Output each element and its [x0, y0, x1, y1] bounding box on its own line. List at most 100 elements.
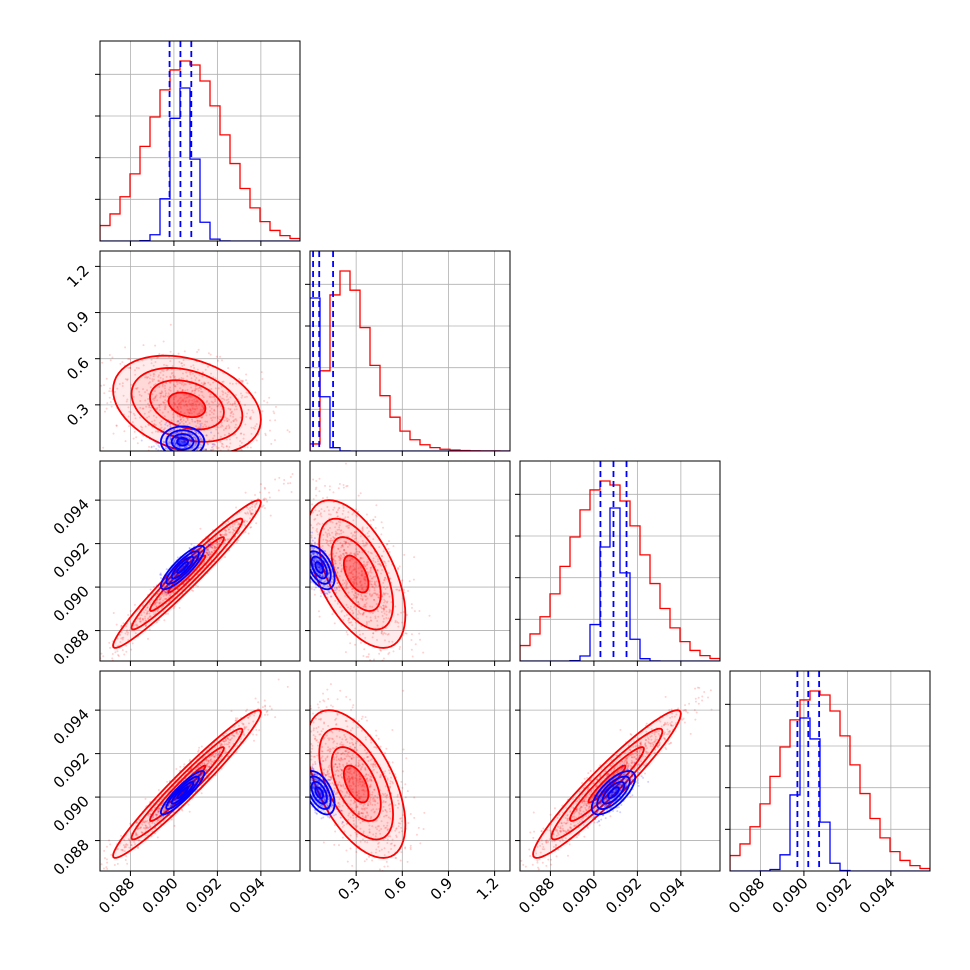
sample-point: [324, 484, 327, 487]
sample-point: [329, 513, 332, 516]
sample-point: [356, 553, 359, 556]
sample-point: [253, 739, 256, 742]
sample-point: [321, 522, 324, 525]
sample-point: [227, 520, 230, 523]
sample-point: [165, 369, 168, 372]
sample-point: [392, 545, 395, 548]
sample-point: [399, 646, 402, 649]
sample-point: [168, 594, 171, 597]
sample-point: [370, 552, 373, 555]
sample-point: [361, 586, 364, 589]
sample-point: [240, 380, 243, 383]
sample-point: [190, 448, 193, 451]
sample-point: [317, 563, 320, 566]
sample-point: [362, 544, 365, 547]
sample-point: [382, 617, 385, 620]
sample-point: [360, 587, 363, 590]
sample-point: [266, 401, 269, 404]
sample-point: [165, 593, 168, 596]
sample-point: [212, 437, 215, 440]
sample-point: [195, 548, 198, 551]
sample-point: [374, 581, 377, 584]
sample-point: [127, 631, 130, 634]
sample-point: [139, 616, 142, 619]
sample-point: [343, 540, 346, 543]
sample-point: [359, 612, 362, 615]
sample-point: [327, 572, 330, 575]
sample-point: [371, 605, 374, 608]
sample-point: [318, 574, 321, 577]
sample-point: [355, 561, 358, 564]
sample-point: [142, 364, 145, 367]
sample-point: [380, 610, 383, 613]
sample-point: [164, 591, 167, 594]
sample-point: [342, 579, 345, 582]
sample-point: [373, 580, 376, 583]
sample-point: [182, 399, 185, 402]
sample-point: [195, 388, 198, 391]
sample-point: [223, 434, 226, 437]
scatter-panel-1-0: [100, 251, 300, 451]
sample-point: [382, 560, 385, 563]
sample-point: [401, 621, 404, 624]
sample-point: [386, 633, 389, 636]
sample-point: [153, 419, 156, 422]
sample-point: [349, 558, 352, 561]
sample-point: [164, 589, 167, 592]
sample-point: [378, 562, 381, 565]
sample-point: [377, 615, 380, 618]
sample-point: [251, 508, 254, 511]
sample-point: [206, 548, 209, 551]
sample-point: [133, 430, 136, 433]
sample-point: [365, 620, 368, 623]
sample-point: [147, 398, 150, 401]
sample-point: [145, 375, 148, 378]
sample-point: [335, 579, 338, 582]
sample-point: [192, 408, 195, 411]
sample-point: [172, 374, 175, 377]
sample-point: [181, 440, 184, 443]
sample-point: [178, 440, 181, 443]
sample-point: [313, 560, 316, 563]
sample-point: [211, 443, 214, 446]
sample-point: [251, 512, 254, 515]
sample-point: [105, 858, 108, 861]
sample-point: [176, 574, 179, 577]
blue-contour: [176, 437, 189, 447]
sample-point: [116, 862, 119, 865]
sample-point: [183, 439, 186, 442]
sample-point: [169, 576, 172, 579]
y-tick-label: 0.088: [50, 626, 93, 669]
sample-point: [184, 420, 187, 423]
sample-point: [149, 437, 152, 440]
sample-point: [361, 572, 364, 575]
sample-point: [318, 615, 321, 618]
sample-point: [368, 589, 371, 592]
sample-point: [162, 581, 165, 584]
sample-point: [383, 598, 386, 601]
sample-point: [345, 541, 348, 544]
sample-point: [342, 552, 345, 555]
sample-point: [174, 437, 177, 440]
sample-point: [201, 375, 204, 378]
sample-point: [355, 596, 358, 599]
sample-point: [340, 564, 343, 567]
sample-point: [127, 366, 130, 369]
sample-point: [335, 586, 338, 589]
sample-point: [184, 446, 187, 449]
sample-point: [122, 636, 125, 639]
sample-point: [367, 571, 370, 574]
sample-point: [193, 436, 196, 439]
sample-point: [162, 441, 165, 444]
sample-point: [118, 382, 121, 385]
sample-point: [213, 545, 216, 548]
sample-point: [364, 579, 367, 582]
sample-point: [354, 621, 357, 624]
sample-point: [179, 387, 182, 390]
sample-point: [203, 423, 206, 426]
sample-point: [164, 447, 167, 450]
sample-point: [335, 591, 338, 594]
sample-point: [175, 432, 178, 435]
sample-point: [163, 406, 166, 409]
sample-point: [370, 577, 373, 580]
